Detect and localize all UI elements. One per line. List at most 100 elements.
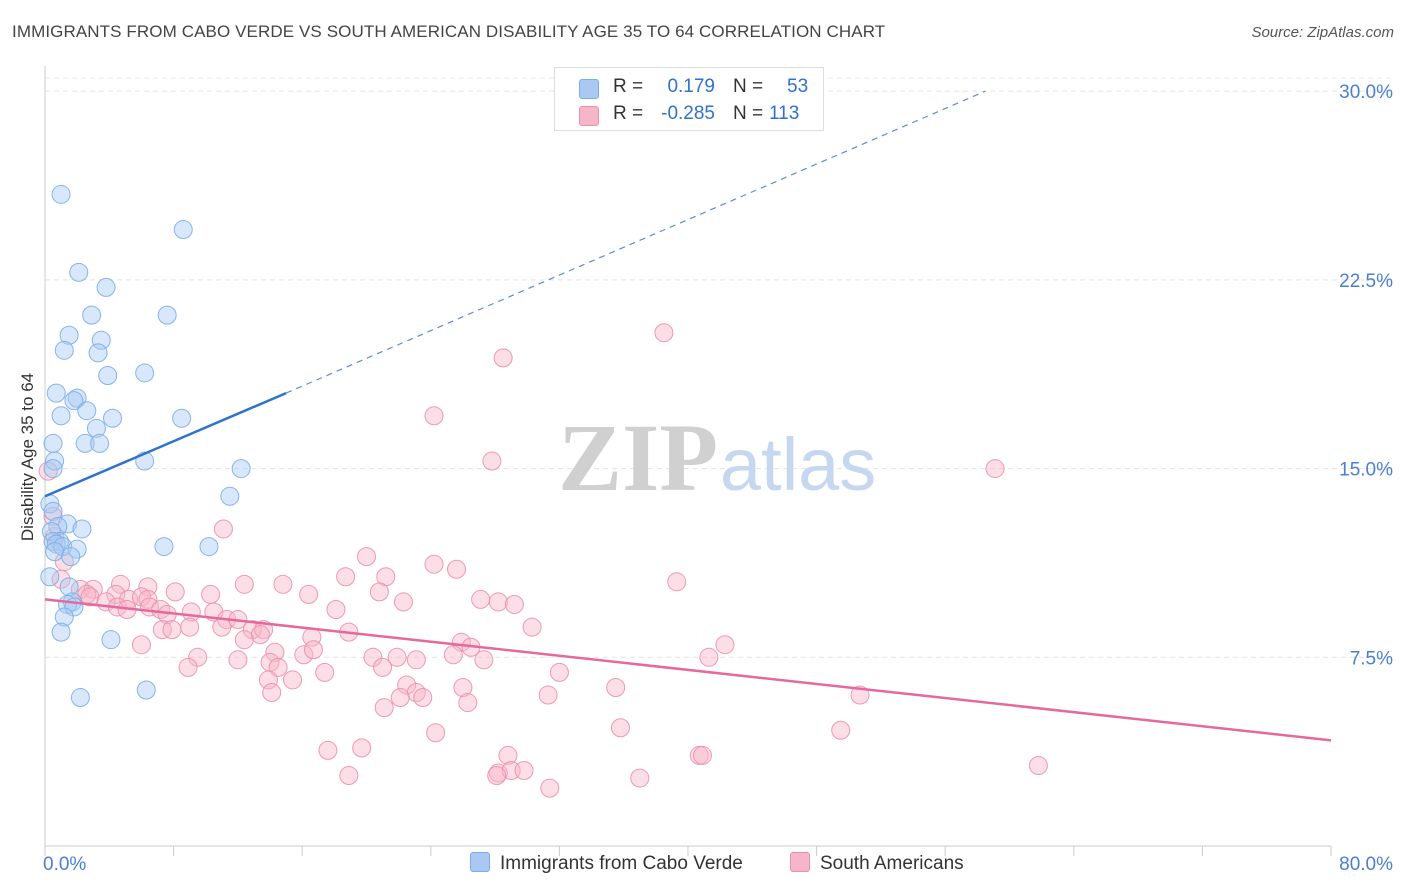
- south-americans-point: [504, 594, 524, 614]
- south-americans-point: [606, 677, 626, 697]
- cabo-verde-point: [157, 305, 177, 325]
- south-americans-point: [213, 519, 233, 539]
- south-americans-point: [699, 647, 719, 667]
- y-tick-label: 22.5%: [1339, 271, 1393, 292]
- cabo-verde-point: [46, 383, 66, 403]
- cabo-verde-point: [59, 325, 79, 345]
- south-americans-point: [471, 589, 491, 609]
- south-americans-point: [387, 647, 407, 667]
- south-americans-point: [715, 635, 735, 655]
- south-americans-point: [406, 650, 426, 670]
- bottom-legend-swatch-pink: [790, 852, 810, 872]
- south-americans-point: [234, 574, 254, 594]
- south-americans-point: [303, 640, 323, 660]
- cabo-verde-point: [70, 688, 90, 708]
- south-americans-point: [540, 778, 560, 798]
- cabo-verde-point: [98, 365, 118, 385]
- south-americans-point: [283, 670, 303, 690]
- cabo-verde-point: [199, 537, 219, 557]
- legend-swatch-pink: [579, 106, 599, 126]
- legend-n-value: 113: [769, 103, 800, 124]
- legend-r-value: 0.179: [667, 76, 715, 97]
- y-axis-label: Disability Age 35 to 64: [18, 373, 37, 541]
- south-americans-point: [850, 685, 870, 705]
- south-americans-point: [373, 657, 393, 677]
- gridlines: [45, 77, 1393, 658]
- south-americans-point: [151, 599, 171, 619]
- cabo-verde-point: [88, 343, 108, 363]
- south-americans-point: [447, 559, 467, 579]
- south-americans-point: [294, 645, 314, 665]
- south-americans-point: [488, 592, 508, 612]
- cabo-verde-point: [96, 277, 116, 297]
- south-americans-point: [630, 768, 650, 788]
- cabo-verde-point: [101, 630, 121, 650]
- cabo-verde-point: [136, 680, 156, 700]
- legend-r-label: R =: [613, 103, 644, 124]
- south-americans-point: [131, 635, 151, 655]
- south-americans-point: [443, 645, 463, 665]
- south-americans-point: [180, 617, 200, 637]
- south-americans-point: [201, 584, 221, 604]
- watermark-atlas: atlas: [720, 423, 876, 506]
- south-americans-point: [250, 625, 270, 645]
- cabo-verde-point: [43, 433, 63, 453]
- cabo-verde-point: [64, 391, 84, 411]
- south-americans-point: [369, 582, 389, 602]
- south-americans-point: [549, 662, 569, 682]
- cabo-verde-point: [90, 433, 110, 453]
- legend-swatch-blue: [579, 79, 599, 99]
- south-americans-point: [152, 620, 172, 640]
- legend-r-value: -0.285: [661, 103, 715, 124]
- south-americans-point: [453, 677, 473, 697]
- south-americans-trend-line: [44, 598, 1332, 742]
- south-americans-point: [458, 693, 478, 713]
- legend-r-label: R =: [613, 76, 644, 97]
- south-americans-point: [413, 688, 433, 708]
- cabo-verde-point: [54, 607, 74, 627]
- south-americans-point: [482, 451, 502, 471]
- cabo-verde-point: [43, 459, 63, 479]
- south-americans-point: [111, 574, 131, 594]
- south-americans-point: [393, 592, 413, 612]
- south-americans-point: [985, 459, 1005, 479]
- south-americans-point: [424, 554, 444, 574]
- south-americans-point: [493, 348, 513, 368]
- y-tick-labels: 7.5% 15.0% 22.5% 30.0%: [1339, 82, 1393, 669]
- south-americans-point: [374, 698, 394, 718]
- south-americans-point: [538, 685, 558, 705]
- bottom-legend-south-americans: South Americans: [790, 852, 964, 875]
- bottom-legend-label: South Americans: [820, 853, 964, 874]
- source-label: Source: ZipAtlas.com: [1251, 24, 1394, 41]
- south-americans-point: [265, 642, 285, 662]
- y-tick-label: 15.0%: [1339, 460, 1393, 481]
- cabo-verde-point: [135, 363, 155, 383]
- cabo-verde-point: [82, 305, 102, 325]
- bottom-legend-cabo-verde: Immigrants from Cabo Verde: [470, 852, 743, 875]
- cabo-verde-point: [51, 184, 71, 204]
- x-tick-label-max: 80.0%: [1339, 854, 1393, 875]
- bottom-legend-label: Immigrants from Cabo Verde: [500, 853, 743, 874]
- cabo-verde-point: [51, 406, 71, 426]
- cabo-verde-point: [40, 567, 60, 587]
- south-americans-points: [38, 323, 1048, 798]
- cabo-verde-point: [154, 537, 174, 557]
- south-americans-point: [692, 745, 712, 765]
- cabo-verde-point: [41, 521, 61, 541]
- south-americans-point: [162, 620, 182, 640]
- cabo-verde-point: [45, 542, 65, 562]
- south-americans-point: [498, 745, 518, 765]
- south-americans-point: [474, 650, 494, 670]
- south-americans-point: [178, 657, 198, 677]
- correlation-legend: R = 0.179 N = 53 R = -0.285 N = 113: [554, 67, 824, 131]
- south-americans-point: [352, 738, 372, 758]
- cabo-verde-point: [91, 330, 111, 350]
- cabo-verde-point: [54, 340, 74, 360]
- south-americans-point: [273, 574, 293, 594]
- south-americans-point: [83, 579, 103, 599]
- south-americans-point: [522, 617, 542, 637]
- south-americans-point: [188, 647, 208, 667]
- cabo-verde-point: [43, 501, 63, 521]
- south-americans-point: [339, 766, 359, 786]
